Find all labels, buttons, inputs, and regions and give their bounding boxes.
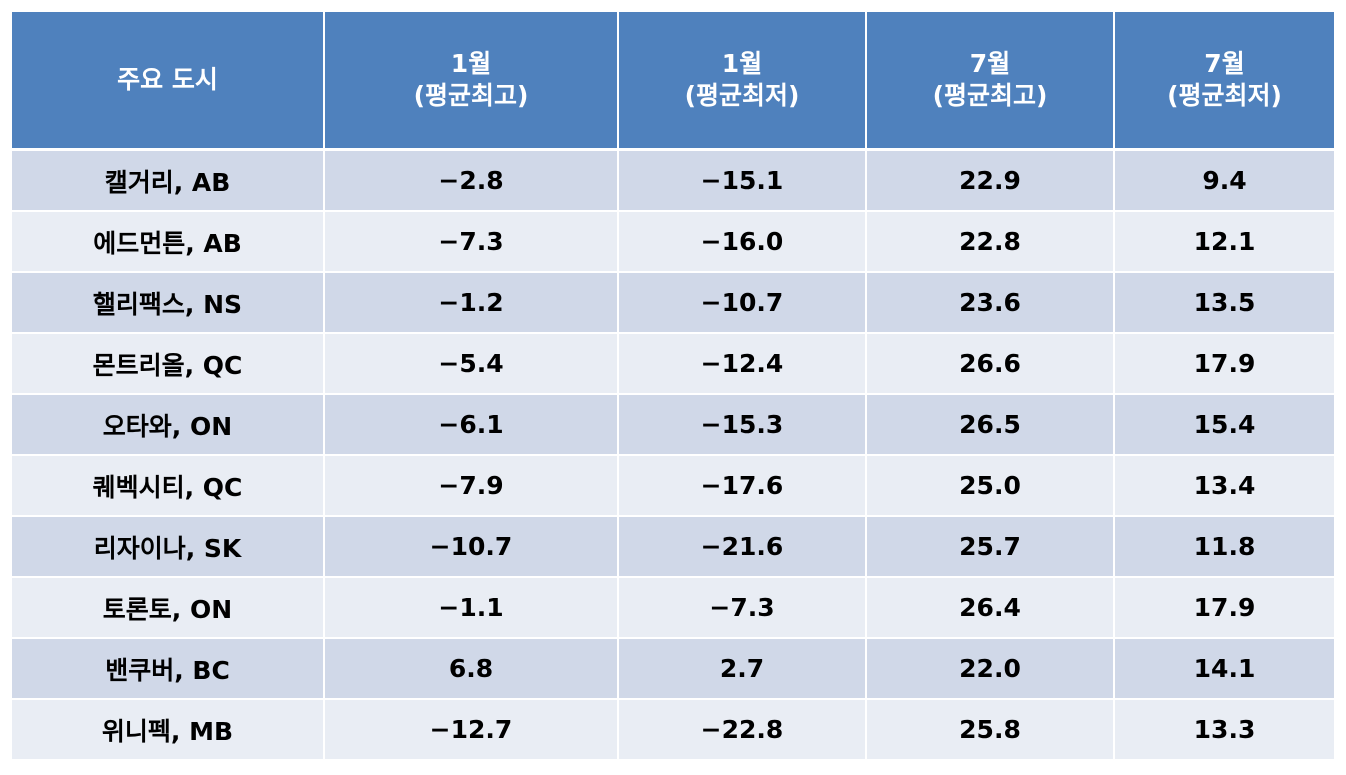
city-cell: 퀘벡시티, QC: [12, 455, 325, 517]
jan-high-cell: −5.4: [324, 333, 619, 395]
jul-high-cell: 26.4: [866, 577, 1115, 639]
jan-low-cell: −21.6: [618, 516, 867, 578]
header-label: 주요 도시: [117, 65, 218, 94]
table-row: 오타와, ON −6.1 −15.3 26.5 15.4: [12, 394, 1334, 456]
table-row: 몬트리올, QC −5.4 −12.4 26.6 17.9: [12, 333, 1334, 395]
jul-low-cell: 13.3: [1114, 699, 1334, 761]
header-jul-low: 7월 (평균최저): [1114, 12, 1334, 151]
jul-low-cell: 14.1: [1114, 638, 1334, 700]
header-jan-high: 1월 (평균최고): [324, 12, 619, 151]
table-row: 퀘벡시티, QC −7.9 −17.6 25.0 13.4: [12, 455, 1334, 517]
jan-high-cell: −12.7: [324, 699, 619, 761]
table-row: 캘거리, AB −2.8 −15.1 22.9 9.4: [12, 149, 1334, 212]
jan-low-cell: −17.6: [618, 455, 867, 517]
city-cell: 리자이나, SK: [12, 516, 325, 578]
table-row: 토론토, ON −1.1 −7.3 26.4 17.9: [12, 577, 1334, 639]
city-cell: 오타와, ON: [12, 394, 325, 456]
jul-low-cell: 9.4: [1114, 149, 1334, 212]
city-cell: 에드먼튼, AB: [12, 211, 325, 273]
header-sublabel: (평균최저): [684, 81, 800, 110]
jul-low-cell: 13.5: [1114, 272, 1334, 334]
jul-high-cell: 26.6: [866, 333, 1115, 395]
header-sublabel: (평균최고): [932, 81, 1048, 110]
city-cell: 토론토, ON: [12, 577, 325, 639]
city-cell: 밴쿠버, BC: [12, 638, 325, 700]
header-row: 주요 도시 1월 (평균최고) 1월 (평균최저) 7월 (평균최고) 7월 (…: [12, 12, 1334, 151]
jan-low-cell: −22.8: [618, 699, 867, 761]
header-jul-high: 7월 (평균최고): [866, 12, 1115, 151]
city-cell: 몬트리올, QC: [12, 333, 325, 395]
jan-high-cell: −10.7: [324, 516, 619, 578]
jul-low-cell: 17.9: [1114, 333, 1334, 395]
jul-high-cell: 26.5: [866, 394, 1115, 456]
jan-high-cell: 6.8: [324, 638, 619, 700]
city-cell: 핼리팩스, NS: [12, 272, 325, 334]
jul-low-cell: 15.4: [1114, 394, 1334, 456]
jan-high-cell: −7.9: [324, 455, 619, 517]
jul-high-cell: 23.6: [866, 272, 1115, 334]
header-jan-low: 1월 (평균최저): [618, 12, 867, 151]
header-label: 1월: [721, 49, 763, 78]
jul-high-cell: 25.7: [866, 516, 1115, 578]
table-row: 에드먼튼, AB −7.3 −16.0 22.8 12.1: [12, 211, 1334, 273]
jan-low-cell: −7.3: [618, 577, 867, 639]
jan-low-cell: −15.3: [618, 394, 867, 456]
jul-low-cell: 17.9: [1114, 577, 1334, 639]
jul-high-cell: 25.0: [866, 455, 1115, 517]
city-cell: 캘거리, AB: [12, 149, 325, 212]
jan-low-cell: 2.7: [618, 638, 867, 700]
header-label: 1월: [450, 49, 492, 78]
jan-high-cell: −1.2: [324, 272, 619, 334]
table-row: 리자이나, SK −10.7 −21.6 25.7 11.8: [12, 516, 1334, 578]
jan-low-cell: −15.1: [618, 149, 867, 212]
table-row: 위니펙, MB −12.7 −22.8 25.8 13.3: [12, 699, 1334, 761]
jul-high-cell: 25.8: [866, 699, 1115, 761]
header-label: 7월: [969, 49, 1011, 78]
jan-low-cell: −12.4: [618, 333, 867, 395]
header-sublabel: (평균최고): [413, 81, 529, 110]
jan-high-cell: −1.1: [324, 577, 619, 639]
header-sublabel: (평균최저): [1167, 81, 1282, 110]
jul-high-cell: 22.9: [866, 149, 1115, 212]
jan-low-cell: −10.7: [618, 272, 867, 334]
header-city: 주요 도시: [12, 12, 325, 151]
table-row: 핼리팩스, NS −1.2 −10.7 23.6 13.5: [12, 272, 1334, 334]
jan-high-cell: −2.8: [324, 149, 619, 212]
jul-high-cell: 22.0: [866, 638, 1115, 700]
temperature-table: 주요 도시 1월 (평균최고) 1월 (평균최저) 7월 (평균최고) 7월 (…: [12, 12, 1334, 761]
jan-low-cell: −16.0: [618, 211, 867, 273]
header-label: 7월: [1204, 49, 1245, 78]
jul-low-cell: 11.8: [1114, 516, 1334, 578]
jul-low-cell: 13.4: [1114, 455, 1334, 517]
table-row: 밴쿠버, BC 6.8 2.7 22.0 14.1: [12, 638, 1334, 700]
jan-high-cell: −6.1: [324, 394, 619, 456]
city-cell: 위니펙, MB: [12, 699, 325, 761]
temperature-table-container: 주요 도시 1월 (평균최고) 1월 (평균최저) 7월 (평균최고) 7월 (…: [12, 12, 1334, 764]
jul-high-cell: 22.8: [866, 211, 1115, 273]
jul-low-cell: 12.1: [1114, 211, 1334, 273]
jan-high-cell: −7.3: [324, 211, 619, 273]
